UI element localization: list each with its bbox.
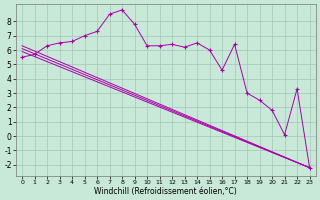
X-axis label: Windchill (Refroidissement éolien,°C): Windchill (Refroidissement éolien,°C) xyxy=(94,187,237,196)
